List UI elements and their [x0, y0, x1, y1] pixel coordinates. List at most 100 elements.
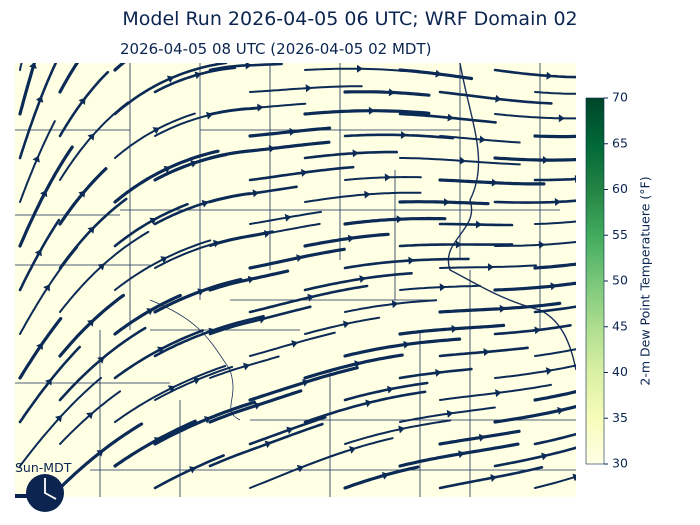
streamline [153, 400, 256, 446]
colorbar-tick-label: 65 [612, 135, 628, 150]
streamline [58, 63, 80, 94]
streamline-arrow [455, 240, 462, 249]
streamline-arrow [167, 385, 176, 393]
streamline [303, 390, 427, 424]
streamline [208, 269, 290, 292]
streamline [303, 109, 431, 116]
streamline-arrow [86, 412, 94, 420]
streamline-arrow [435, 368, 442, 377]
streamline [343, 337, 462, 358]
streamline-arrow [439, 283, 446, 292]
streamline-arrow [451, 324, 458, 333]
streamline-arrow [554, 198, 561, 206]
streamline [113, 329, 204, 380]
streamline-arrow [499, 304, 506, 313]
streamline [494, 240, 576, 247]
streamline-arrow [364, 190, 371, 199]
streamline [304, 191, 422, 203]
streamline-arrow [87, 40, 94, 47]
streamline-arrow [284, 213, 292, 222]
streamline [494, 364, 576, 379]
streamline [344, 175, 422, 181]
streamline-arrow [34, 249, 42, 257]
streamline-arrow [264, 440, 272, 449]
streamline-arrow [491, 178, 498, 187]
streamline [303, 353, 404, 380]
streamline-arrow [289, 127, 296, 136]
streamline-arrow [55, 415, 63, 423]
streamline-arrow [400, 131, 407, 140]
streamline [18, 145, 74, 248]
streamline-arrow [398, 425, 405, 434]
streamline-arrow [541, 452, 548, 461]
streamline [248, 416, 327, 446]
streamline [493, 68, 576, 79]
streamline [493, 156, 576, 162]
colorbar-tick-label: 45 [612, 318, 628, 333]
streamline [493, 446, 576, 468]
colorbar-tick-label: 70 [612, 90, 628, 105]
streamline-arrow [403, 340, 410, 349]
streamline-arrow [495, 389, 502, 398]
streamline-arrow [253, 402, 261, 410]
streamline [113, 293, 182, 336]
streamline-arrow [446, 409, 454, 418]
streamline [344, 419, 452, 445]
streamline-arrow [153, 437, 161, 445]
streamline-arrow [435, 69, 442, 78]
streamline [343, 216, 447, 226]
streamline-arrow [29, 63, 37, 69]
streamline-arrow [160, 256, 168, 264]
streamline [113, 419, 197, 468]
streamline [58, 70, 110, 138]
streamline-arrow [391, 300, 399, 309]
title: Model Run 2026-04-05 06 UTC; WRF Domain … [122, 8, 577, 30]
streamline [153, 454, 225, 490]
streamline-arrow [87, 319, 95, 327]
streamline [344, 299, 438, 313]
streamline [58, 293, 125, 358]
streamline-arrow [478, 433, 486, 442]
streamline-arrow [206, 111, 213, 120]
streamline-arrow [381, 471, 389, 480]
streamline-arrow [193, 377, 201, 385]
colorbar-ticks: 30 35 40 45 50 55 60 65 70 [604, 90, 628, 471]
streamline-arrow [386, 385, 394, 394]
streamline [494, 113, 576, 120]
streamline-arrow [475, 220, 482, 229]
streamline [493, 281, 576, 292]
streamline [18, 63, 37, 116]
streamline [533, 432, 576, 446]
streamline [208, 389, 303, 424]
streamline-arrow [197, 288, 205, 296]
streamline [113, 149, 220, 204]
streamline [438, 346, 529, 358]
streamline [303, 272, 413, 292]
streamline [343, 465, 420, 490]
streamline-arrow [574, 175, 576, 184]
streamline-arrow [194, 71, 202, 80]
streamline [114, 365, 227, 423]
streamline-arrow [296, 464, 304, 473]
streamline [154, 107, 260, 137]
clock-label: Sun-MDT [15, 460, 72, 475]
streamline [58, 326, 147, 402]
streamline-arrow [534, 326, 541, 335]
streamline [19, 120, 56, 203]
streamline-arrow [257, 103, 264, 112]
streamline-arrow [347, 234, 355, 243]
map-background [15, 63, 576, 497]
streamline-arrow [243, 362, 250, 371]
streamline-arrow [459, 156, 466, 165]
streamline [304, 316, 381, 335]
streamline [399, 406, 496, 423]
streamline [438, 178, 546, 186]
streamline [114, 112, 196, 159]
streamline [209, 222, 321, 247]
streamline-arrow [487, 263, 494, 272]
streamline [154, 230, 274, 269]
streamline-arrow [368, 106, 375, 115]
streamline [58, 167, 108, 226]
streamline [18, 218, 61, 292]
streamline-arrow [188, 466, 197, 474]
